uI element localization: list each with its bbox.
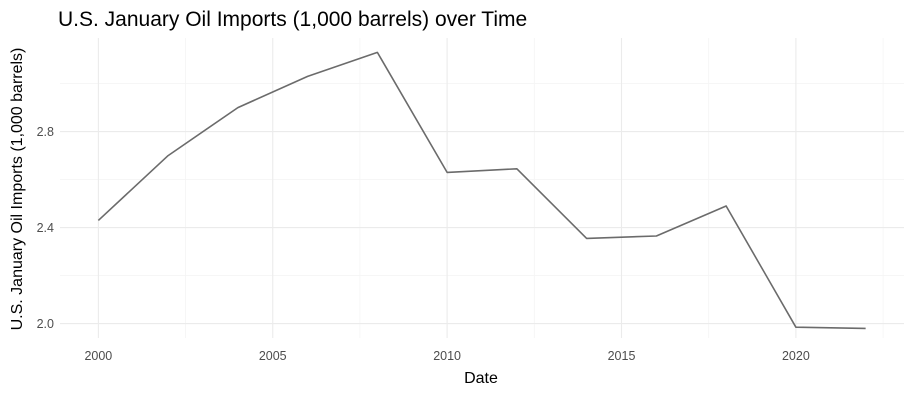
series-line [97, 51, 866, 330]
x-tick-label: 2010 [433, 349, 461, 363]
series-layer [97, 51, 866, 330]
grid [60, 38, 904, 338]
x-tick-label: 2005 [259, 349, 287, 363]
x-tick-label: 2000 [84, 349, 112, 363]
x-axis-label: Date [464, 370, 498, 387]
x-tick-label: 2015 [608, 349, 636, 363]
chart-title: U.S. January Oil Imports (1,000 barrels)… [58, 8, 527, 31]
y-tick-label: 2.0 [37, 317, 54, 331]
x-tick-label: 2020 [782, 349, 810, 363]
y-tick-label: 2.4 [37, 221, 54, 235]
y-tick-label: 2.8 [37, 125, 54, 139]
tick-labels: 2000 2005 2010 2015 2020 2.0 2.4 2.8 [37, 125, 810, 363]
y-axis-label: U.S. January Oil Imports (1,000 barrels) [9, 48, 26, 331]
